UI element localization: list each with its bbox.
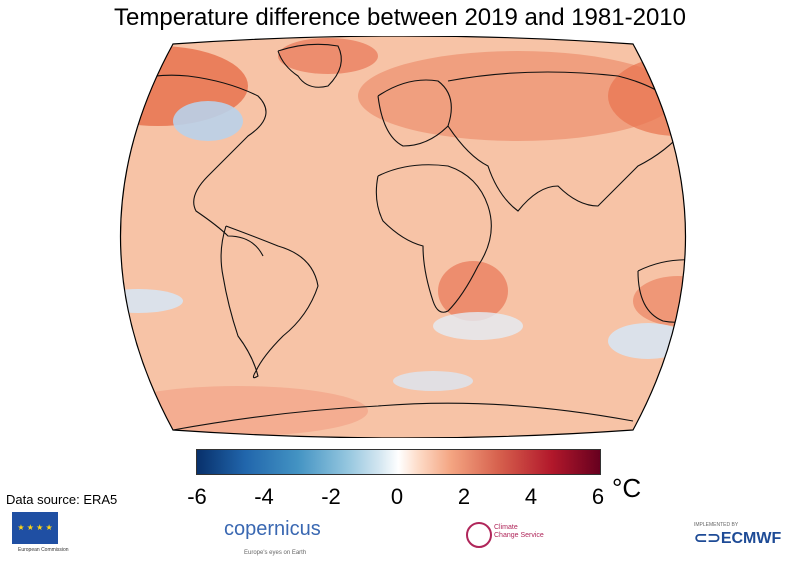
world-map-svg — [120, 36, 686, 438]
eu-stars-icon: ★ ★ ★ ★ — [17, 523, 53, 532]
colorbar — [196, 449, 601, 475]
australia-warm-anomaly — [633, 276, 686, 326]
c3s-circle-icon — [466, 522, 492, 548]
data-source-label: Data source: ERA5 — [6, 492, 118, 507]
colorbar-tick-label: 2 — [457, 484, 471, 509]
c3s-line1: Climate — [494, 524, 518, 531]
south-america-coast — [220, 225, 319, 379]
c3s-line2: Change Service — [494, 532, 544, 539]
colorbar-tick-label: -4 — [254, 484, 274, 509]
colorbar-tick-label: 0 — [390, 484, 404, 509]
colorbar-tick-label: -2 — [321, 484, 341, 509]
canada-cool-anomaly — [173, 101, 243, 141]
ecmwf-brand: ⊂⊃ECMWF — [694, 530, 782, 547]
colorbar-tick-label: 6 — [591, 484, 605, 509]
greenland-coast — [277, 43, 342, 88]
copernicus-logo-subtitle: Europe's eyes on Earth — [244, 550, 307, 556]
asia-coast — [447, 71, 686, 212]
map-title: Temperature difference between 2019 and … — [114, 4, 686, 31]
southern-africa-warm-anomaly — [438, 261, 508, 321]
ecmwf-brand-text: ECMWF — [720, 530, 782, 547]
ecmwf-logo: IMPLEMENTED BY ⊂⊃ECMWF — [694, 522, 781, 548]
copernicus-logo-name: copernicus — [224, 518, 321, 540]
australia-coast — [637, 259, 686, 323]
colorbar-tick-label: 4 — [524, 484, 538, 509]
eu-logo-text: European Commission — [18, 547, 69, 553]
greenland-warm-anomaly — [278, 38, 378, 74]
world-map — [78, 36, 728, 438]
colorbar-unit-label: °C — [612, 473, 642, 503]
africa-coast — [375, 164, 492, 313]
southern-ocean-cool-anomaly — [608, 323, 686, 359]
copernicus-logo: copernicus Europe's eyes on Earth — [224, 518, 321, 559]
siberia-warm-anomaly — [358, 51, 678, 141]
ecmwf-implemented-by: IMPLEMENTED BY — [694, 522, 739, 528]
europe-coast — [377, 79, 452, 147]
antarctica-coast — [172, 402, 634, 431]
north-america-coast — [120, 74, 267, 257]
map-border — [120, 36, 686, 438]
coastlines — [120, 43, 686, 431]
south-pacific-cool-anomaly — [120, 289, 183, 313]
eu-flag-logo: ★ ★ ★ ★ — [12, 512, 58, 544]
c3s-logo-text: Climate Change Service — [494, 524, 584, 540]
weddell-cool-anomaly — [393, 371, 473, 391]
colorbar-tick-label: -6 — [187, 484, 207, 509]
antarctic-warm-anomaly — [120, 386, 368, 436]
south-atlantic-cool-anomaly — [433, 312, 523, 340]
copernicus-logo-text: opernicus — [234, 518, 321, 540]
